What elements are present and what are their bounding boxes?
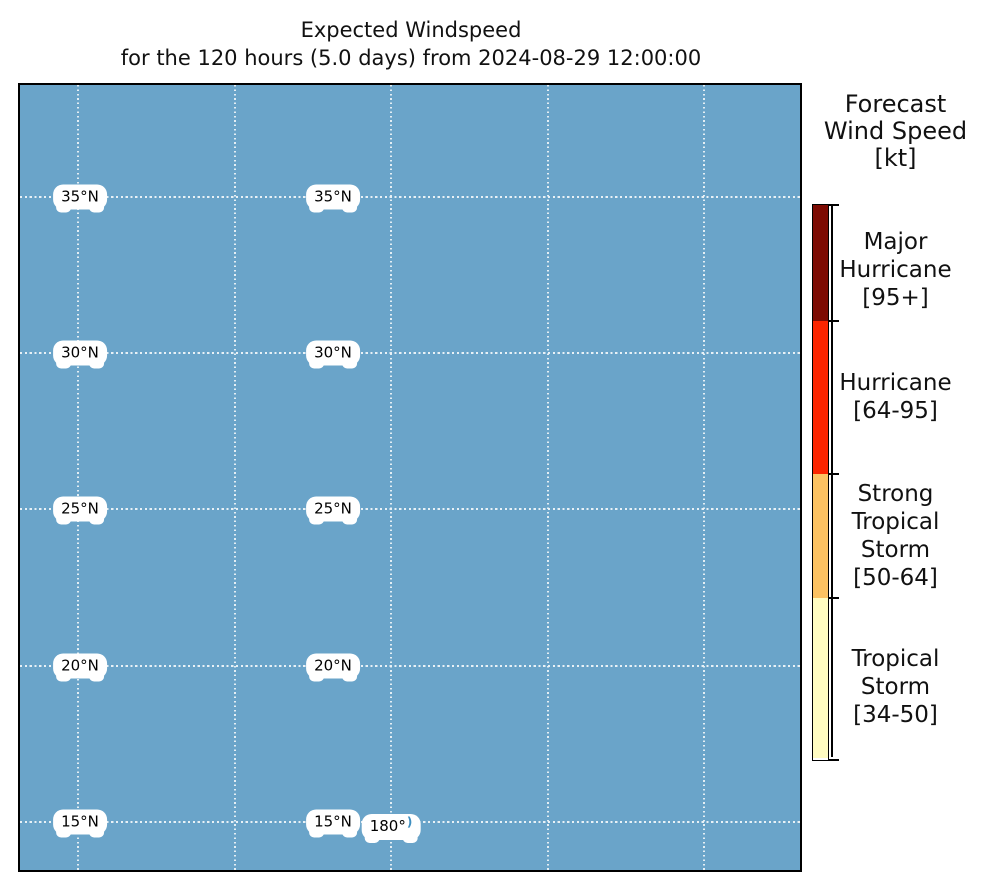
legend-title-line3: [kt] [874, 144, 917, 172]
parallel-gridline [20, 508, 800, 510]
legend-category-line: Hurricane [839, 370, 952, 396]
figure-title: Expected Windspeed for the 120 hours (5.… [0, 16, 822, 72]
colorbar-tick [828, 597, 839, 599]
legend-category-major-hurricane: Major Hurricane [95+] [802, 228, 989, 312]
meridian-gridline [547, 85, 549, 870]
colorbar-segment-major-hurricane [813, 205, 828, 321]
lat-label: 30°N [53, 340, 107, 369]
clipped-label-arc: ) [406, 815, 413, 829]
lon-label-text: 180° [369, 817, 406, 835]
lat-label-text: 30°N [61, 343, 99, 362]
lat-label: 20°N [53, 653, 107, 682]
legend-category-line: Storm [860, 674, 931, 700]
lat-label-inline: 30°N [306, 340, 360, 369]
lat-label-inline: 35°N [306, 184, 360, 213]
lat-label-inline: 20°N [306, 653, 360, 682]
lon-label: 180°) [361, 814, 421, 843]
lat-label: 15°N [53, 809, 107, 838]
legend-category-line: Tropical [851, 509, 940, 535]
lat-label-text: 15°N [61, 812, 99, 831]
legend-category-line: Major [863, 229, 928, 255]
parallel-gridline [20, 352, 800, 354]
lat-label-text: 35°N [61, 187, 99, 206]
lat-label-text: 35°N [314, 187, 352, 206]
legend-title: Forecast Wind Speed [kt] [802, 91, 989, 172]
legend-category-line: [95+] [862, 285, 929, 311]
meridian-gridline [703, 85, 705, 870]
lat-label: 35°N [53, 184, 107, 213]
colorbar-tick [828, 473, 839, 475]
lat-label-text: 30°N [314, 343, 352, 362]
legend-title-line1: Forecast [844, 90, 947, 118]
colorbar-tick [828, 320, 839, 322]
legend-category-line: Tropical [851, 646, 940, 672]
colorbar-segment-strong-tropical-storm [813, 474, 828, 598]
legend-category-hurricane: Hurricane [64-95] [802, 369, 989, 425]
figure-title-line2: for the 120 hours (5.0 days) from 2024-0… [120, 46, 702, 70]
colorbar-tick [828, 759, 839, 761]
legend-category-line: [64-95] [853, 398, 938, 424]
lat-label: 25°N [53, 496, 107, 525]
lat-label-text: 25°N [61, 499, 99, 518]
legend-category-strong-tropical-storm: Strong Tropical Storm [50-64] [802, 480, 989, 592]
legend-category-line: Strong [857, 481, 934, 507]
legend-category-line: Storm [860, 537, 931, 563]
colorbar [812, 204, 829, 761]
meridian-gridline [234, 85, 236, 870]
colorbar-tick [828, 204, 839, 206]
meridian-gridline [390, 85, 392, 870]
legend-category-line: [34-50] [853, 702, 938, 728]
lat-label-text: 20°N [61, 656, 99, 675]
lat-label-inline: 15°N [306, 809, 360, 838]
legend-category-line: [50-64] [853, 565, 938, 591]
legend-category-tropical-storm: Tropical Storm [34-50] [802, 645, 989, 729]
legend-title-line2: Wind Speed [823, 117, 968, 145]
colorbar-spine [831, 204, 833, 757]
lat-label-inline: 25°N [306, 496, 360, 525]
colorbar-segment-tropical-storm [813, 598, 828, 758]
meridian-gridline [77, 85, 79, 870]
parallel-gridline [20, 196, 800, 198]
figure-title-line1: Expected Windspeed [300, 18, 522, 42]
legend-category-line: Hurricane [839, 257, 952, 283]
parallel-gridline [20, 665, 800, 667]
lat-label-text: 20°N [314, 656, 352, 675]
map-panel: 35°N 30°N 25°N 20°N 15°N 35°N 30°N 25°N … [18, 83, 802, 872]
lat-label-text: 15°N [314, 812, 352, 831]
colorbar-segment-hurricane [813, 321, 828, 474]
lat-label-text: 25°N [314, 499, 352, 518]
